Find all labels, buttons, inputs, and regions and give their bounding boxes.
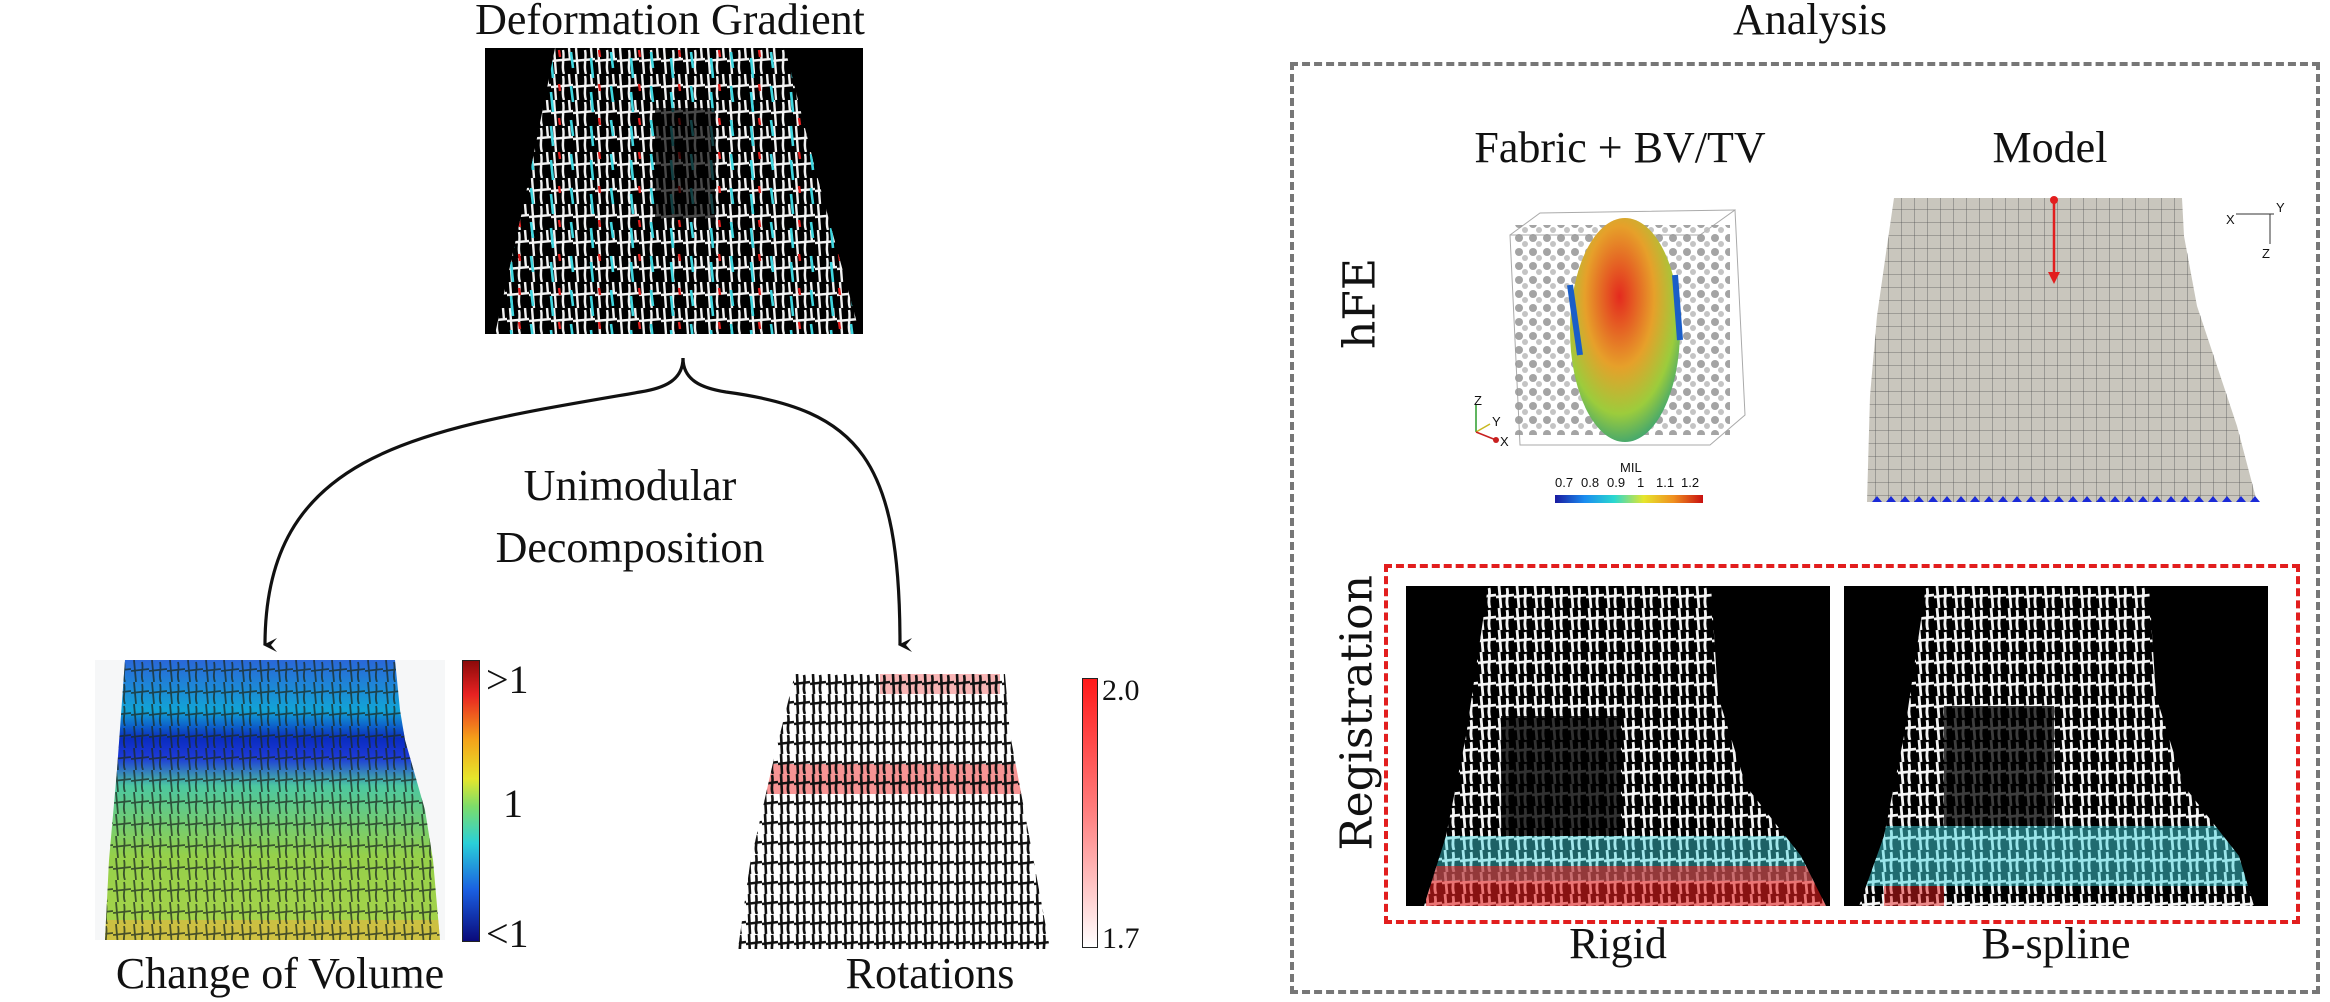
registration-label: Registration xyxy=(1331,574,1383,851)
deformation-gradient-title: Deformation Gradient xyxy=(475,0,865,44)
volume-scale-bottom: <1 xyxy=(486,911,529,956)
registration-box xyxy=(1384,564,2300,924)
volume-scale-top: >1 xyxy=(486,657,529,702)
mil-tick: 0.8 xyxy=(1581,475,1600,490)
hfe-label: hFE xyxy=(1334,258,1386,349)
volume-scale-mid: 1 xyxy=(503,781,523,826)
fabric-axes-icon xyxy=(1475,404,1499,443)
rotation-scale-top: 2.0 xyxy=(1102,674,1140,707)
fabric-axis-y: Y xyxy=(1492,414,1501,429)
rotations-label: Rotations xyxy=(845,949,1015,998)
analysis-title: Analysis xyxy=(1733,0,1887,44)
decomposition-label-line1: Unimodular xyxy=(523,461,737,510)
mil-tick: 1.2 xyxy=(1681,475,1700,490)
model-axis-y: Y xyxy=(2276,200,2285,215)
mil-label: MIL xyxy=(1620,460,1642,475)
bspline-registration-image xyxy=(1844,586,2268,906)
rotation-colorbar xyxy=(1082,678,1098,948)
mil-tick: 0.9 xyxy=(1607,475,1626,490)
mil-tick: 0.7 xyxy=(1555,475,1574,490)
mil-tick: 1 xyxy=(1637,475,1645,490)
rigid-label: Rigid xyxy=(1569,919,1667,968)
decomposition-label-line2: Decomposition xyxy=(495,523,765,572)
fabric-cube xyxy=(1500,205,1750,450)
decomposition-arrows xyxy=(263,357,913,653)
volume-colorbar xyxy=(462,660,480,942)
rotations-map xyxy=(730,674,1060,949)
bspline-label: B-spline xyxy=(1981,919,2131,968)
fabric-axis-x: X xyxy=(1500,434,1509,449)
model-axis-x: X xyxy=(2226,212,2235,227)
model-title: Model xyxy=(1992,123,2108,172)
model-axis-z: Z xyxy=(2262,246,2270,261)
fabric-axis-z: Z xyxy=(1474,393,1482,408)
fabric-title: Fabric + BV/TV xyxy=(1474,123,1766,172)
mil-colorbar xyxy=(1555,495,1703,503)
mil-tick: 1.1 xyxy=(1656,475,1675,490)
change-of-volume-label: Change of Volume xyxy=(115,949,445,998)
model-axes-icon xyxy=(2236,213,2274,244)
analysis-box xyxy=(1290,62,2320,994)
model-mesh xyxy=(1862,196,2302,506)
change-of-volume-map xyxy=(95,660,445,940)
rigid-registration-image xyxy=(1406,586,1830,906)
deformation-gradient-image xyxy=(485,48,863,334)
rotation-scale-bottom: 1.7 xyxy=(1102,922,1140,955)
